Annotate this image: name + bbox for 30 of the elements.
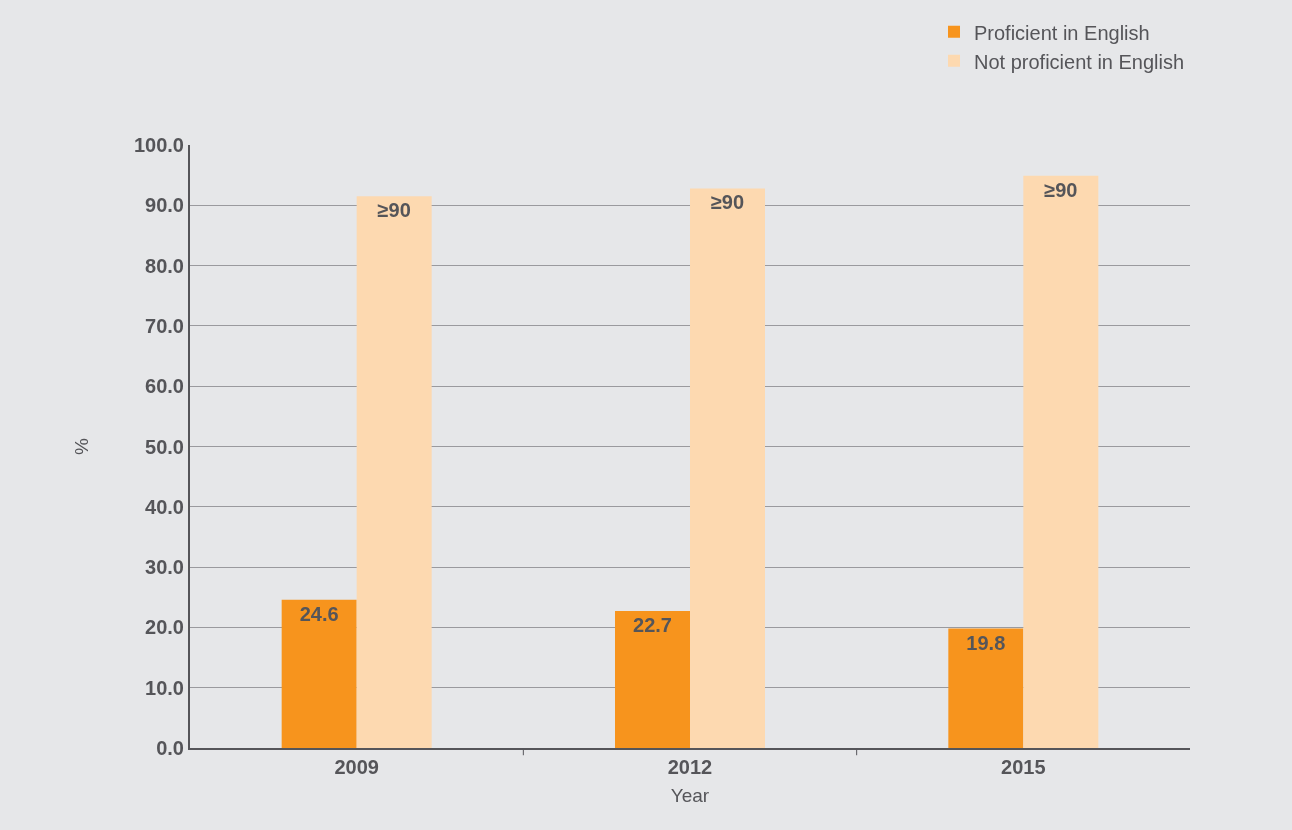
y-tick-label: 90.0 xyxy=(145,194,184,217)
data-label: ≥90 xyxy=(710,191,745,214)
bar xyxy=(690,188,765,748)
data-label: ≥90 xyxy=(1044,178,1078,201)
bar xyxy=(281,599,357,748)
bar xyxy=(948,628,1024,748)
y-tick-label: 80.0 xyxy=(145,254,184,277)
x-tick-label: 2015 xyxy=(1001,756,1046,778)
y-tick-label: 30.0 xyxy=(145,556,184,579)
data-label: 24.6 xyxy=(299,602,339,625)
y-tick-label: 0.0 xyxy=(156,737,184,759)
bar xyxy=(356,196,432,748)
data-label: ≥90 xyxy=(377,199,411,222)
x-tick-label: 2009 xyxy=(334,756,379,778)
y-tick-label: 100.0 xyxy=(133,134,184,156)
x-tick-label: 2012 xyxy=(667,756,713,778)
y-tick-label: 70.0 xyxy=(145,314,184,337)
bar xyxy=(615,611,690,748)
y-axis-title: % xyxy=(71,437,93,455)
y-tick-label: 20.0 xyxy=(145,616,184,639)
data-label: 19.8 xyxy=(966,631,1006,654)
legend-label: Not proficient in English xyxy=(974,50,1185,73)
legend-label: Proficient in English xyxy=(974,21,1150,44)
y-tick-label: 10.0 xyxy=(145,676,184,699)
y-tick-label: 50.0 xyxy=(145,435,184,458)
x-axis-title: Year xyxy=(670,785,710,807)
data-label: 22.7 xyxy=(633,614,672,637)
bar xyxy=(1023,175,1099,748)
y-tick-label: 60.0 xyxy=(145,375,184,398)
y-tick-label: 40.0 xyxy=(145,495,184,518)
